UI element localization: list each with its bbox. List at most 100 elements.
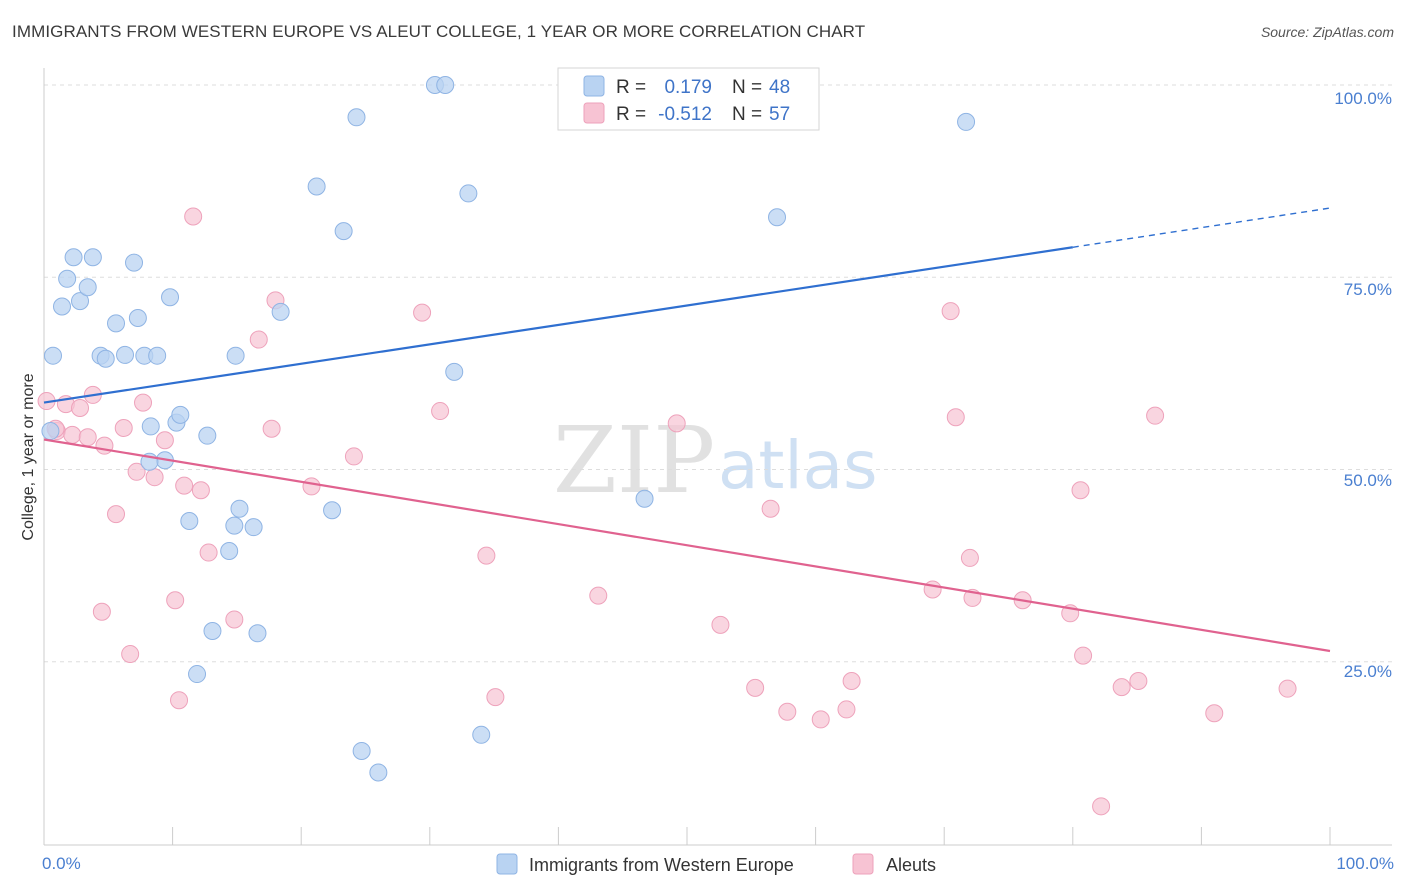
aleuts-point-9 xyxy=(107,505,126,524)
western-europe-point-45 xyxy=(188,665,207,684)
aleuts-point-10 xyxy=(114,418,133,437)
western-europe-trend-line xyxy=(43,246,1073,404)
aleuts-point-28 xyxy=(413,303,432,322)
western-europe-point-38 xyxy=(445,362,464,381)
aleuts-point-15 xyxy=(155,431,174,450)
western-europe-point-33 xyxy=(347,108,366,127)
aleuts-point-39 xyxy=(837,700,856,719)
western-europe-point-44 xyxy=(957,112,976,131)
western-europe-point-39 xyxy=(459,184,478,203)
aleuts-point-26 xyxy=(302,477,321,496)
legend-r-label-2: R = xyxy=(616,104,646,125)
western-europe-point-9 xyxy=(107,314,126,333)
aleuts-point-38 xyxy=(811,710,830,729)
western-europe-point-30 xyxy=(307,177,326,196)
series-legend-label-pink: Aleuts xyxy=(886,855,936,875)
western-europe-point-41 xyxy=(635,489,654,508)
series-legend: Immigrants from Western Europe Aleuts xyxy=(496,853,936,875)
aleuts-point-50 xyxy=(1092,797,1111,816)
aleuts-point-20 xyxy=(191,481,210,500)
aleuts-point-37 xyxy=(778,702,797,721)
western-europe-point-40 xyxy=(472,725,491,744)
aleuts-point-41 xyxy=(923,580,942,599)
western-europe-point-46 xyxy=(41,422,60,441)
western-europe-point-35 xyxy=(369,763,388,782)
aleuts-point-51 xyxy=(1112,678,1131,697)
western-europe-point-26 xyxy=(244,518,263,537)
aleuts-point-12 xyxy=(127,462,146,481)
legend-r-value-2: -0.512 xyxy=(658,104,712,125)
legend-r-value-1: 0.179 xyxy=(664,77,712,98)
legend-n-value-1: 48 xyxy=(769,77,790,98)
aleuts-point-25 xyxy=(262,419,281,438)
western-europe-point-3 xyxy=(64,248,83,267)
stats-legend: R = 0.179 N = 48 R = -0.512 N = 57 xyxy=(557,67,820,131)
aleuts-point-5 xyxy=(78,428,97,447)
western-europe-point-43 xyxy=(768,208,787,227)
series-legend-label-blue: Immigrants from Western Europe xyxy=(529,855,794,875)
aleuts-point-16 xyxy=(166,591,185,610)
western-europe-point-25 xyxy=(230,499,249,518)
aleuts-point-31 xyxy=(486,688,505,707)
aleuts-point-42 xyxy=(941,302,960,321)
western-europe-point-11 xyxy=(125,253,144,272)
aleuts-point-17 xyxy=(170,691,189,710)
western-europe-point-37 xyxy=(436,76,455,94)
chart-title: IMMIGRANTS FROM WESTERN EUROPE VS ALEUT … xyxy=(12,22,866,41)
aleuts-point-23 xyxy=(249,330,268,349)
western-europe-point-23 xyxy=(220,542,239,561)
western-europe-point-14 xyxy=(141,417,160,436)
aleuts-point-40 xyxy=(842,671,861,690)
aleuts-point-7 xyxy=(92,602,111,621)
x-tick-label-right: 100.0% xyxy=(1336,854,1394,873)
aleuts-point-43 xyxy=(946,408,965,427)
western-europe-point-17 xyxy=(161,288,180,307)
western-europe-point-24 xyxy=(225,516,244,535)
western-europe-points xyxy=(41,76,976,782)
western-europe-point-15 xyxy=(148,346,167,365)
aleuts-point-21 xyxy=(199,543,218,562)
aleuts-point-22 xyxy=(225,610,244,629)
aleuts-point-35 xyxy=(746,678,765,697)
western-europe-point-28 xyxy=(226,346,245,365)
aleuts-point-33 xyxy=(667,414,686,433)
series-legend-swatch-blue xyxy=(496,853,518,875)
western-europe-point-0 xyxy=(44,346,63,365)
x-axis-ticks xyxy=(43,827,1331,845)
aleuts-point-52 xyxy=(1129,671,1148,690)
aleuts-point-14 xyxy=(145,468,164,487)
trend-lines xyxy=(43,207,1331,653)
aleuts-point-8 xyxy=(95,436,114,455)
aleuts-point-11 xyxy=(121,645,140,664)
western-europe-point-27 xyxy=(248,624,267,643)
western-europe-point-19 xyxy=(171,405,190,424)
legend-n-label-1: N = xyxy=(732,77,762,98)
aleuts-point-55 xyxy=(1278,679,1297,698)
aleuts-point-49 xyxy=(1074,646,1093,665)
aleuts-point-13 xyxy=(134,393,153,412)
legend-r-label-1: R = xyxy=(616,77,646,98)
y-tick-label-100: 100.0% xyxy=(1334,89,1392,108)
legend-swatch-blue xyxy=(583,75,605,97)
aleuts-point-54 xyxy=(1205,704,1224,723)
western-europe-trend-extension xyxy=(1072,207,1331,248)
western-europe-point-22 xyxy=(203,621,222,640)
aleuts-point-48 xyxy=(1071,481,1090,500)
aleuts-point-29 xyxy=(431,402,450,421)
aleuts-point-32 xyxy=(589,586,608,605)
y-tick-label-75: 75.0% xyxy=(1344,280,1392,299)
western-europe-point-31 xyxy=(323,501,342,520)
western-europe-point-20 xyxy=(180,512,199,531)
legend-swatch-pink xyxy=(583,102,605,124)
western-europe-point-2 xyxy=(58,269,77,288)
western-europe-point-10 xyxy=(116,345,135,364)
western-europe-point-32 xyxy=(334,222,353,241)
western-europe-point-1 xyxy=(53,297,72,316)
western-europe-point-34 xyxy=(352,741,371,760)
aleuts-point-3 xyxy=(63,425,82,444)
source-label: Source: ZipAtlas.com xyxy=(1260,24,1394,40)
aleuts-point-19 xyxy=(184,207,203,226)
aleuts-points xyxy=(37,207,1297,816)
aleuts-point-18 xyxy=(175,476,194,495)
